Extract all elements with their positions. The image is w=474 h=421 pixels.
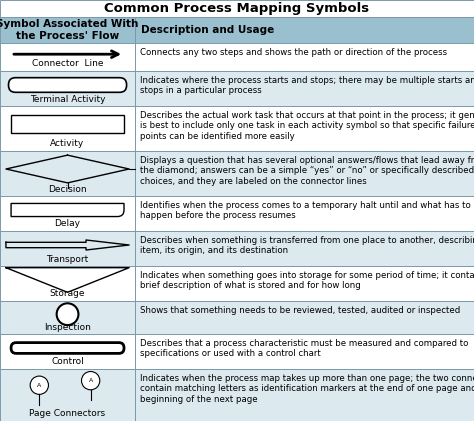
- Bar: [135, 231, 474, 266]
- Bar: [135, 301, 474, 334]
- Text: Connector  Line: Connector Line: [32, 59, 103, 69]
- Bar: [0, 106, 135, 151]
- Text: Symbol Associated With
the Process' Flow: Symbol Associated With the Process' Flow: [0, 19, 139, 41]
- Text: Describes when something is transferred from one place to another, describing th: Describes when something is transferred …: [140, 236, 474, 256]
- Text: Shows that something needs to be reviewed, tested, audited or inspected: Shows that something needs to be reviewe…: [140, 306, 460, 315]
- Text: Delay: Delay: [55, 219, 81, 229]
- Text: Describes that a process characteristic must be measured and compared to
specifi: Describes that a process characteristic …: [140, 339, 468, 358]
- Bar: [0, 196, 135, 231]
- Text: Inspection: Inspection: [44, 322, 91, 331]
- Text: Decision: Decision: [48, 184, 87, 194]
- Bar: [11, 115, 124, 133]
- Bar: [0, 0, 474, 17]
- Circle shape: [82, 371, 100, 390]
- Text: Transport: Transport: [46, 255, 89, 264]
- Text: Describes the actual work task that occurs at that point in the process; it gene: Describes the actual work task that occu…: [140, 111, 474, 141]
- Bar: [0, 334, 135, 369]
- Bar: [0, 231, 135, 266]
- Text: Terminal Activity: Terminal Activity: [30, 94, 105, 104]
- Circle shape: [57, 303, 78, 325]
- Text: A: A: [89, 378, 93, 383]
- Bar: [135, 17, 474, 43]
- Bar: [0, 71, 135, 106]
- Text: Description and Usage: Description and Usage: [141, 25, 274, 35]
- Bar: [0, 369, 135, 421]
- Text: Indicates where the process starts and stops; there may be multiple starts and/o: Indicates where the process starts and s…: [140, 76, 474, 96]
- Bar: [135, 151, 474, 196]
- FancyBboxPatch shape: [9, 78, 127, 92]
- Text: Indicates when something goes into storage for some period of time; it contains : Indicates when something goes into stora…: [140, 271, 474, 290]
- Bar: [135, 334, 474, 369]
- Text: Common Process Mapping Symbols: Common Process Mapping Symbols: [104, 2, 370, 15]
- Bar: [135, 43, 474, 71]
- Text: Activity: Activity: [50, 139, 85, 149]
- Text: Control: Control: [51, 357, 84, 367]
- Text: Storage: Storage: [50, 290, 85, 298]
- Text: Indicates when the process map takes up more than one page; the two connectors
c: Indicates when the process map takes up …: [140, 374, 474, 404]
- Text: Connects any two steps and shows the path or direction of the process: Connects any two steps and shows the pat…: [140, 48, 447, 57]
- FancyBboxPatch shape: [11, 343, 124, 353]
- Bar: [0, 151, 135, 196]
- Bar: [135, 196, 474, 231]
- Bar: [0, 301, 135, 334]
- Bar: [0, 17, 135, 43]
- Bar: [0, 43, 135, 71]
- Bar: [135, 71, 474, 106]
- Bar: [0, 266, 135, 301]
- Text: Identifies when the process comes to a temporary halt until and what has to
happ: Identifies when the process comes to a t…: [140, 201, 471, 221]
- Bar: [135, 266, 474, 301]
- Bar: [135, 369, 474, 421]
- Circle shape: [30, 376, 48, 394]
- Bar: [135, 106, 474, 151]
- Text: A: A: [37, 383, 41, 388]
- Text: Page Connectors: Page Connectors: [29, 410, 106, 418]
- PathPatch shape: [11, 203, 124, 216]
- Text: Displays a question that has several optional answers/flows that lead away from
: Displays a question that has several opt…: [140, 156, 474, 186]
